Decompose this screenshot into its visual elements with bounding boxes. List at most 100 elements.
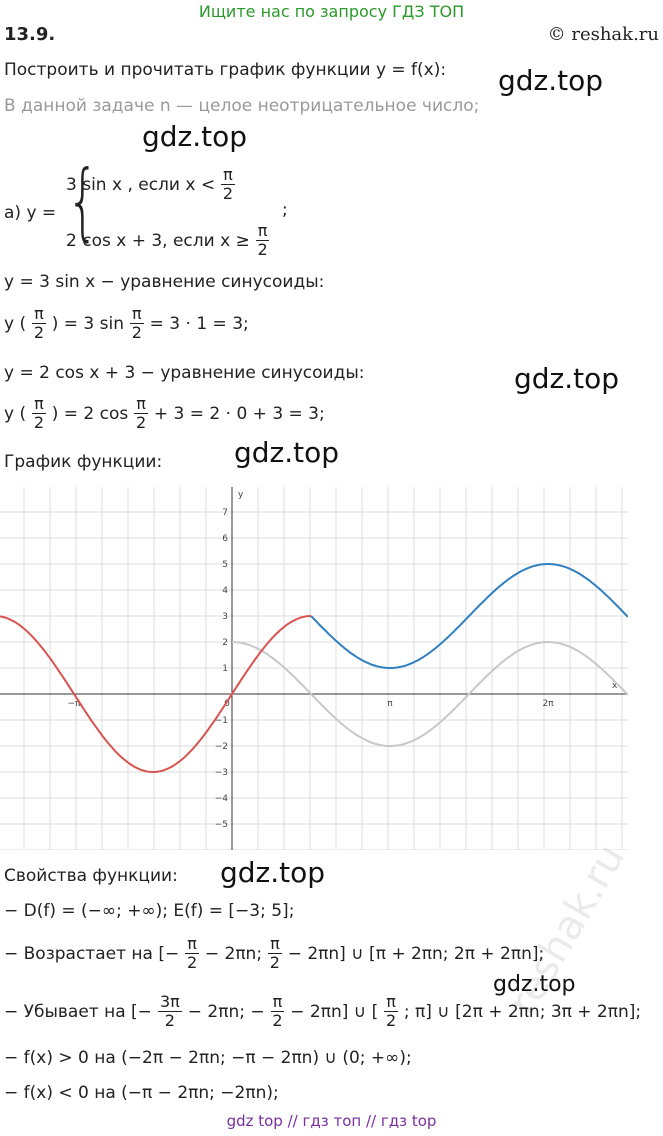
graph: x y7 6 5 4 3 2 1 −1 −2 −3 −4 −5 −π 0 π 2π: [0, 487, 628, 850]
text: − 2πn] ∪ [: [290, 1001, 379, 1022]
y-tick-label: −4: [215, 794, 229, 804]
text: − f(x) > 0 на (−2π − 2πn; −π − 2πn) ∪ (0…: [4, 1048, 412, 1068]
x-tick-label: 0: [224, 699, 230, 709]
curve: [0, 615, 311, 773]
text: + 3 = 2 · 0 + 3 = 3;: [153, 403, 325, 424]
text: ) = 3 sin: [51, 313, 125, 334]
numerator: π: [130, 304, 144, 324]
watermark: gdz.top: [220, 856, 326, 889]
text: − Возрастает на [−: [4, 943, 180, 964]
denominator: 2: [222, 184, 233, 203]
text: Свойства функции:: [4, 866, 178, 886]
watermark: gdz.top: [234, 436, 340, 469]
numerator: π: [32, 304, 46, 324]
text: График функции:: [4, 452, 163, 472]
math-line: − f(x) > 0 на (−2π − 2πn; −π − 2πn) ∪ (0…: [4, 1048, 412, 1068]
denominator: 2: [131, 323, 142, 342]
denominator: 2: [135, 413, 147, 432]
numerator: π: [134, 394, 148, 414]
watermark: gdz.top: [498, 64, 604, 97]
text: − 2πn;: [204, 943, 263, 964]
y-tick-label: −1: [215, 716, 228, 726]
curve: [310, 563, 628, 669]
math-line: − Убывает на [− 3π 2− 2πn; − π 2− 2πn] ∪ [π 2…: [4, 993, 641, 1030]
denominator: 2: [269, 953, 280, 972]
math-line: График функции:: [4, 452, 162, 472]
task: Построить и прочитать график функции y =…: [4, 60, 447, 80]
axis-label: y: [238, 490, 244, 500]
denominator: 2: [186, 953, 198, 972]
math-line: y (π 2) = 2 cos π 2 + 3 = 2 · 0 + 3 = 3;: [4, 395, 325, 432]
watermark: gdz.top: [514, 362, 620, 395]
x-tick-label: −π: [67, 699, 81, 709]
y-tick-label: 5: [222, 560, 228, 570]
math-line: − Возрастает на [− π 2− 2πn; π 2− 2πn] ∪ [π …: [4, 935, 544, 972]
text: y = 3 sin x − уравнение синусоиды:: [4, 272, 325, 292]
text: − D(f) = (−∞; +∞); E(f) = [−3; 5];: [4, 901, 295, 921]
footer: gdz top // гдз топ // гдз top: [226, 1112, 437, 1130]
note: В данной задаче n — целое неотрицательно…: [4, 96, 480, 116]
text: ; π] ∪ [2π + 2πn; 3π + 2πn];: [403, 1001, 642, 1022]
axis-label: x: [612, 681, 618, 691]
fraction: 3π 2: [157, 993, 182, 1030]
text: − 2πn] ∪ [π + 2πn; 2π + 2πn];: [287, 943, 545, 964]
site: © reshak.ru: [547, 24, 659, 45]
text: y = 2 cos x + 3 − уравнение синусоиды:: [4, 363, 365, 383]
math-line: Свойства функции:: [4, 866, 178, 886]
text: = 3 · 1 = 3;: [149, 313, 249, 334]
math-line: y (π 2) = 3 sin π 2 = 3 · 1 = 3;: [4, 305, 249, 342]
x-tick-label: 2π: [542, 699, 554, 709]
math-line: y = 3 sin x − уравнение синусоиды:: [4, 272, 324, 292]
system-label: а) y =: [4, 203, 57, 223]
task-number: 13.9.: [4, 24, 56, 45]
numerator: π: [268, 934, 282, 954]
text: 3 sin x , если x <: [66, 174, 216, 195]
math-line: − f(x) < 0 на (−π − 2πn; −2πn);: [4, 1083, 279, 1103]
text: − Убывает на [−: [4, 1001, 152, 1022]
numerator: π: [221, 165, 235, 185]
numerator: π: [185, 934, 199, 954]
text: − 2πn; −: [187, 1001, 265, 1022]
text: 2 cos x + 3, если x ≥: [66, 230, 250, 251]
denominator: 2: [257, 240, 268, 259]
case: 2 cos x + 3, если x ≥ π 2: [66, 222, 271, 259]
case: 3 sin x , если x < π 2: [66, 166, 237, 203]
math-line: y = 2 cos x + 3 − уравнение синусоиды:: [4, 363, 364, 383]
y-tick-label: 6: [222, 534, 228, 544]
y-tick-label: 3: [222, 612, 228, 622]
y-tick-label: 1: [222, 664, 228, 674]
x-tick-label: π: [387, 699, 393, 709]
numerator: π: [384, 992, 398, 1012]
y-tick-label: 2: [222, 638, 228, 648]
y-tick-label: −3: [215, 768, 228, 778]
watermark: gdz.top: [142, 120, 248, 153]
denominator: 2: [33, 413, 45, 432]
y-tick-label: −5: [215, 820, 228, 830]
numerator: π: [270, 992, 285, 1012]
y-tick-label: 7: [222, 508, 228, 518]
denominator: 2: [385, 1011, 397, 1030]
text: y (: [4, 403, 27, 424]
text: y (: [4, 313, 27, 334]
curve: [232, 641, 628, 747]
numerator: π: [32, 394, 46, 414]
denominator: 2: [164, 1011, 175, 1030]
denominator: 2: [33, 323, 45, 342]
brace: {: [66, 152, 99, 250]
y-tick-label: −2: [215, 742, 228, 752]
math-line: − D(f) = (−∞; +∞); E(f) = [−3; 5];: [4, 901, 294, 921]
text: ) = 2 cos: [51, 403, 129, 424]
y-tick-label: 4: [222, 586, 228, 596]
system-end: ;: [282, 200, 288, 220]
text: − f(x) < 0 на (−π − 2πn; −2πn);: [4, 1083, 279, 1103]
